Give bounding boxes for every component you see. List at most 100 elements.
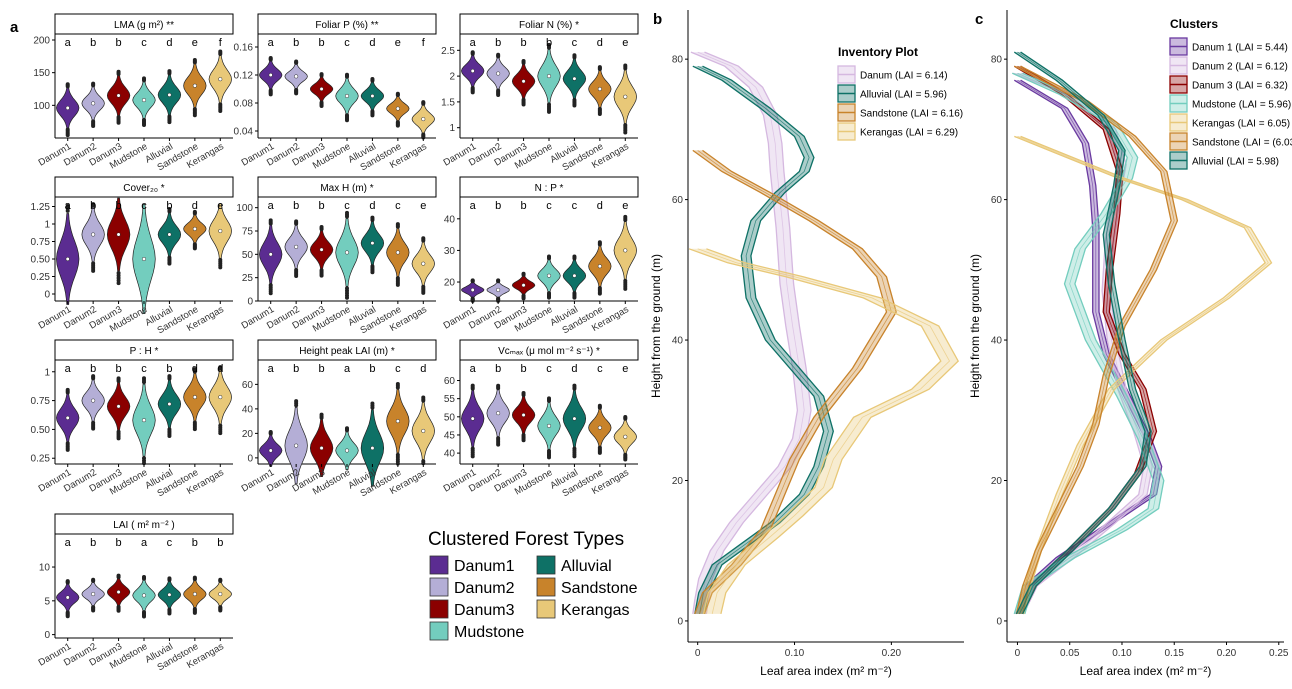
- x-axis-label: Leaf area index (m² m⁻²): [1080, 664, 1212, 678]
- violin-outlier: [268, 291, 273, 296]
- violin-outlier: [496, 442, 501, 447]
- violin-median: [496, 411, 501, 416]
- violin-outlier: [218, 49, 223, 54]
- violin-outlier: [395, 222, 400, 227]
- significance-letter: d: [192, 200, 198, 212]
- violin-outlier: [142, 574, 146, 579]
- series-edge: [702, 65, 834, 615]
- legend-label: Sandstone: [561, 580, 638, 597]
- violin-outlier: [496, 93, 501, 98]
- y-tick-label: 0: [44, 290, 50, 301]
- series-edge: [1014, 135, 1267, 615]
- panel-title: Foliar N (%) *: [519, 20, 579, 31]
- violin-outlier: [597, 112, 602, 117]
- legend-label: Mudstone: [454, 624, 524, 641]
- violin-panel-2: Foliar P (%) **0.040.080.120.16 aDanum1bD…: [234, 13, 437, 173]
- y-tick-label: 0.50: [31, 255, 51, 266]
- violin-outlier: [91, 81, 96, 86]
- significance-letter: c: [344, 200, 350, 212]
- y-tick-label: 0: [996, 616, 1002, 627]
- violin-median: [597, 86, 602, 91]
- significance-letter: c: [141, 37, 147, 49]
- y-tick-label: 55: [444, 394, 456, 405]
- violin-outlier: [421, 290, 426, 295]
- legend-entry: Danum 3 (LAI = 6.32): [1192, 81, 1288, 92]
- significance-letter: b: [521, 363, 527, 375]
- significance-letter: c: [167, 537, 173, 549]
- violin-median: [572, 416, 577, 421]
- violin-median: [319, 86, 324, 91]
- y-tick-label: 0.50: [31, 425, 51, 436]
- violin-outlier: [623, 286, 628, 291]
- violin-outlier: [268, 218, 273, 223]
- violin-outlier: [470, 383, 475, 388]
- violin-median: [496, 71, 501, 76]
- violin-outlier: [65, 614, 70, 619]
- y-tick-label: 2.5: [441, 46, 455, 57]
- y-tick-label: 0: [44, 630, 50, 641]
- violin-median: [470, 416, 475, 421]
- series-line: [697, 248, 950, 614]
- significance-letter: b: [293, 363, 299, 375]
- violin-median: [218, 592, 223, 597]
- violin-median: [395, 419, 400, 424]
- violin-outlier: [470, 454, 475, 459]
- violin-median: [547, 74, 552, 79]
- violin-outlier: [623, 457, 628, 462]
- series-line: [697, 65, 829, 614]
- violin-outlier: [370, 401, 375, 406]
- violin-median: [268, 72, 273, 77]
- violin-median: [547, 423, 552, 428]
- significance-letter: a: [65, 537, 72, 549]
- significance-letter: a: [65, 363, 72, 375]
- y-tick-label: 20: [672, 476, 684, 487]
- y-tick-label: 1: [44, 220, 50, 231]
- series-band: [690, 52, 811, 614]
- series-line: [1017, 51, 1149, 615]
- violin-median: [65, 415, 70, 420]
- violin-outlier: [167, 69, 172, 74]
- legend-entry: Sandstone (LAI = 6.16): [860, 109, 963, 120]
- violin-outlier: [218, 265, 223, 270]
- violin-outlier: [91, 124, 96, 129]
- significance-letter: b: [192, 537, 198, 549]
- violin-outlier: [294, 219, 299, 224]
- legend-entry: Danum 1 (LAI = 5.44): [1192, 43, 1288, 54]
- legend-entry: Kerangas (LAI = 6.29): [860, 128, 958, 139]
- series-edge: [706, 248, 960, 615]
- violin-outlier: [572, 254, 577, 259]
- significance-letter: d: [597, 200, 603, 212]
- significance-letter: b: [166, 200, 172, 212]
- significance-letter: c: [344, 37, 350, 49]
- panel-title-box: [54, 339, 234, 361]
- panel-title: Height peak LAI (m) *: [299, 346, 395, 357]
- violin-outlier: [192, 209, 197, 214]
- legend-swatch-Danum2: [429, 577, 449, 597]
- violin-outlier: [345, 295, 349, 300]
- panel-title: N : P *: [535, 183, 564, 194]
- significance-letter: b: [116, 363, 122, 375]
- violin-outlier: [65, 82, 70, 87]
- violin-median: [496, 287, 501, 292]
- series-edge: [1011, 72, 1154, 615]
- violin-median: [395, 250, 400, 255]
- panel-title-box: [54, 513, 234, 535]
- violin-outlier: [91, 374, 96, 379]
- violin-outlier: [218, 431, 223, 436]
- violin-median: [597, 425, 602, 430]
- violin-outlier: [65, 579, 70, 584]
- violin-median: [65, 595, 70, 600]
- y-tick-label: 2: [449, 72, 455, 83]
- series-band: [1014, 52, 1152, 614]
- legend-label: Kerangas: [561, 602, 630, 619]
- legend-title: Clusters: [1170, 17, 1218, 31]
- x-tick-label: 0: [695, 648, 701, 659]
- violin-median: [572, 273, 577, 278]
- significance-letter: b: [495, 200, 501, 212]
- significance-letter: a: [470, 37, 477, 49]
- significance-letter: b: [546, 37, 552, 49]
- significance-letter: a: [65, 200, 72, 212]
- violin-median: [192, 395, 197, 400]
- y-tick-label: 60: [242, 380, 254, 391]
- violin-outlier: [345, 118, 349, 123]
